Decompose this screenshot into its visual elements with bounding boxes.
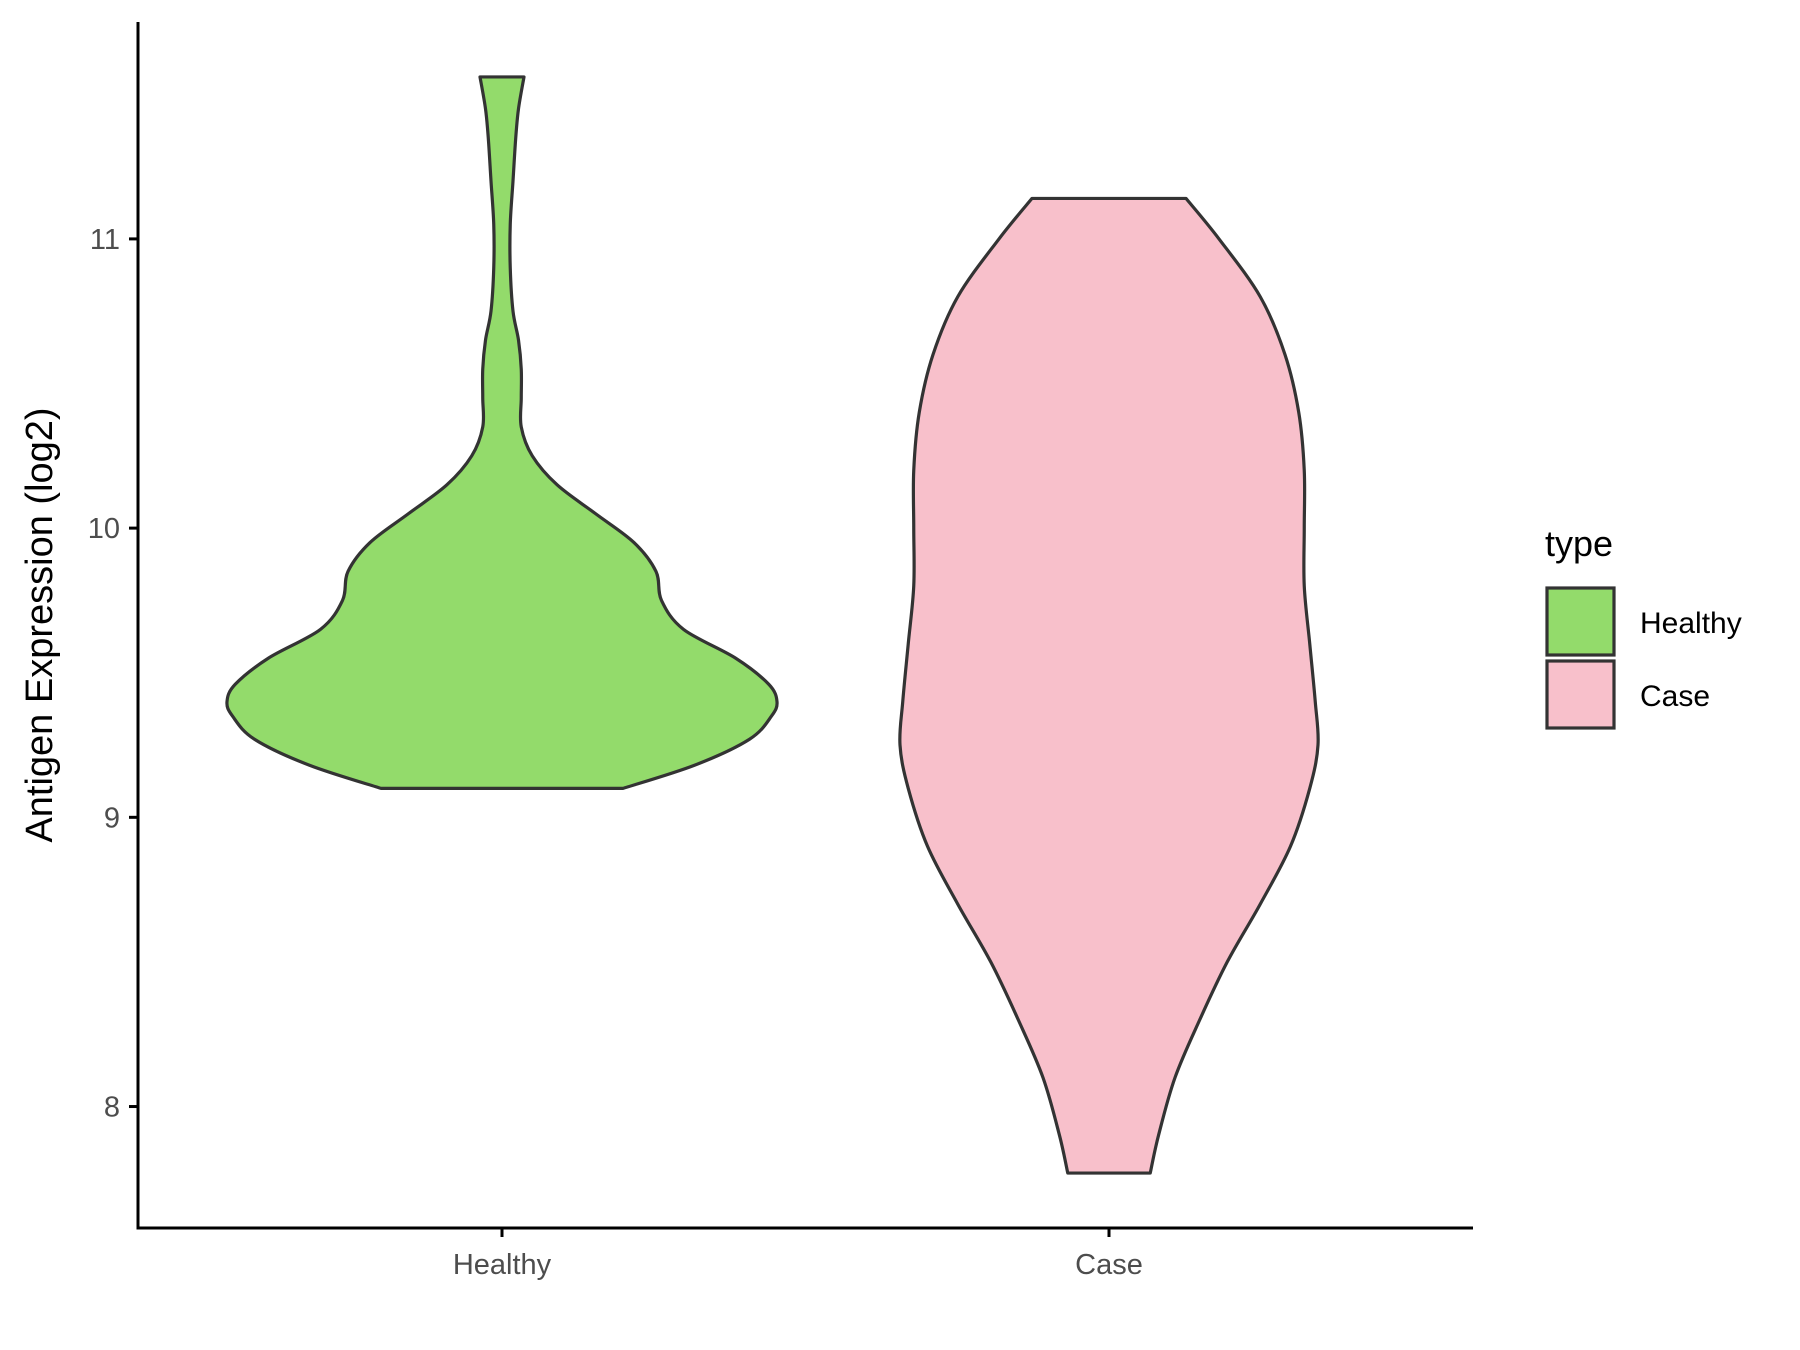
y-tick-label: 10 (88, 513, 120, 545)
y-axis-title: Antigen Expression (log2) (19, 407, 61, 842)
x-tick-label: Case (1075, 1249, 1143, 1281)
legend-key-healthy (1545, 586, 1616, 657)
legend-title: type (1545, 523, 1613, 564)
legend-label-healthy: Healthy (1640, 607, 1742, 640)
legend-key-case (1545, 659, 1616, 730)
x-axis-ticks: Healthy Case (453, 1228, 1143, 1281)
y-tick-label: 8 (104, 1092, 120, 1124)
legend: type Healthy Case (1545, 523, 1742, 730)
axes: 8 9 10 11 Healthy Case (88, 22, 1473, 1281)
violin-layer (225, 75, 1320, 1175)
legend-items: Healthy Case (1545, 586, 1742, 730)
legend-label-case: Case (1640, 680, 1710, 713)
y-tick-label: 11 (90, 224, 120, 256)
violin-healthy (225, 75, 779, 791)
x-tick-label: Healthy (453, 1249, 552, 1281)
y-axis-ticks: 8 9 10 11 (88, 224, 138, 1124)
violin-case (898, 196, 1320, 1175)
y-tick-label: 9 (104, 802, 120, 834)
